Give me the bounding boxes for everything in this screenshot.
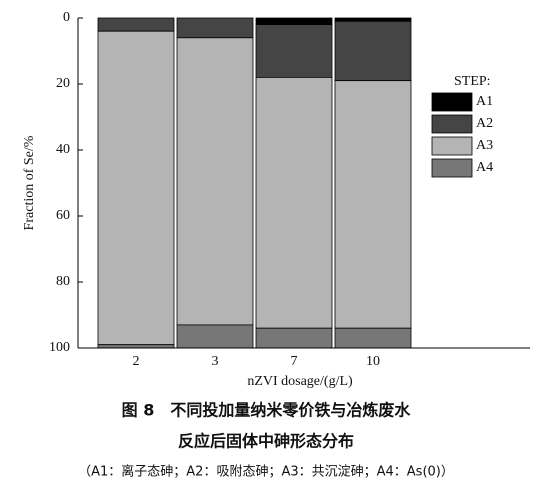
y-tick-label: 0	[63, 10, 70, 25]
bar-segment	[334, 20, 412, 82]
legend-swatch	[431, 114, 473, 134]
x-tick-label: 2	[133, 354, 140, 369]
y-tick-label: 20	[56, 76, 70, 91]
legend-title: STEP:	[454, 74, 491, 89]
bar-segment	[97, 17, 175, 32]
caption: （A1：离子态砷；A2：吸附态砷；A3：共沉淀砷；A4：As(0)）	[78, 464, 454, 480]
legend-swatch	[431, 92, 473, 112]
legend-label: A1	[476, 94, 493, 109]
legend-swatch	[431, 158, 473, 178]
legend-label: A2	[476, 116, 493, 131]
y-tick-label: 100	[49, 340, 70, 355]
x-axis-label: nZVI dosage/(g/L)	[247, 374, 353, 389]
y-axis-label: Fraction of Se/%	[22, 135, 37, 230]
y-tick-label: 60	[56, 208, 70, 223]
bar-segment	[176, 17, 254, 39]
y-tick-label: 40	[56, 142, 70, 157]
y-tick-label: 80	[56, 274, 70, 289]
caption: 反应后固体中砷形态分布	[178, 432, 354, 451]
x-tick-label: 7	[291, 354, 298, 369]
bar-segment	[176, 37, 254, 326]
x-tick-label: 3	[212, 354, 219, 369]
bar-segment	[334, 327, 412, 349]
bar-segment	[334, 80, 412, 329]
bar-segment	[255, 17, 333, 25]
bar-segment	[176, 324, 254, 349]
legend-label: A3	[476, 138, 493, 153]
x-tick-label: 10	[366, 354, 380, 369]
bar-segment	[255, 24, 333, 78]
bar-segment	[334, 17, 412, 22]
caption: 图 8 不同投加量纳米零价铁与冶炼废水	[122, 401, 412, 420]
bar-segment	[255, 77, 333, 329]
legend-label: A4	[476, 160, 493, 175]
bar-segment	[97, 30, 175, 346]
legend-swatch	[431, 136, 473, 156]
bar-segment	[255, 327, 333, 349]
